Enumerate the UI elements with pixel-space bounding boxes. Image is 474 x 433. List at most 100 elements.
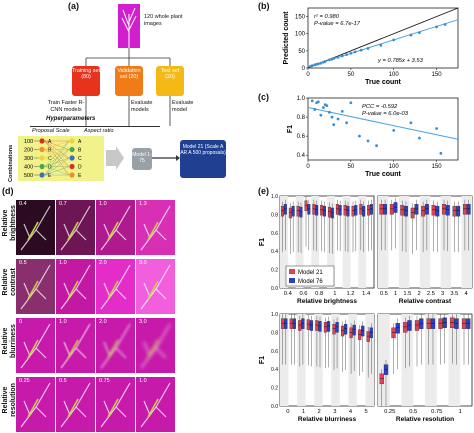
box: [442, 317, 447, 328]
sample-image: 0.5: [56, 377, 95, 432]
proposal-label: 500: [24, 173, 33, 179]
data-point: [340, 54, 344, 58]
data-point: [366, 139, 370, 143]
x-tick-label: 0.4: [284, 291, 293, 297]
fit-line: [307, 107, 459, 140]
data-point: [332, 57, 336, 60]
scale-letter: C: [48, 156, 52, 162]
data-point: [392, 129, 396, 132]
x-tick-label: 0: [306, 72, 310, 78]
box: [454, 318, 459, 329]
box: [389, 204, 394, 215]
image-grid-d: Relative brightness 0.4 0.7 1.0 1.3 Relative …: [0, 196, 252, 433]
x-tick-label: 100: [389, 164, 400, 170]
data-point: [322, 106, 325, 109]
x-axis-label: True count: [365, 79, 401, 86]
box: [315, 205, 319, 216]
aspect-letter: E: [78, 173, 82, 179]
annotation: P-value = 6.7e-17: [314, 21, 361, 27]
x-tick-label: 1: [333, 291, 336, 297]
band: [398, 196, 410, 288]
box: [351, 205, 355, 217]
band: [280, 196, 288, 288]
aspect-node: [69, 146, 75, 153]
annotation: P-value = 6.0e-03: [362, 111, 409, 117]
panel-label-c: (c): [258, 92, 269, 102]
box: [361, 325, 365, 337]
scale-node: [39, 146, 45, 153]
connector: [44, 140, 70, 176]
sample-image: 2.0: [96, 318, 135, 373]
box: [330, 207, 334, 219]
image-value-label: 3.0: [139, 319, 147, 325]
box: [462, 204, 467, 215]
proposal-label: 300: [24, 156, 33, 162]
box: [288, 207, 292, 219]
box: [407, 320, 412, 331]
y-tick-label: 100: [295, 32, 306, 38]
band: [419, 196, 431, 288]
y-tick-label: 0.2: [271, 268, 278, 274]
band: [461, 196, 472, 288]
panel-label-a: (a): [68, 1, 79, 11]
image-value-label: 0.25: [19, 378, 30, 384]
box: [304, 200, 308, 211]
training-set-box: Training set (80): [72, 66, 100, 96]
x-tick-label: 0.6: [299, 291, 307, 297]
box: [281, 205, 284, 217]
y-tick-label: 0.8: [271, 212, 278, 218]
box: [421, 205, 426, 217]
connector: [44, 149, 70, 176]
combinations-label: Combinations: [8, 144, 14, 182]
band: [425, 314, 437, 406]
band: [448, 314, 461, 406]
images-text: 120 whole plant images: [144, 14, 183, 27]
box: [466, 318, 471, 329]
box: [403, 322, 408, 333]
combinations-box: 100 A A 200 B B 300 C C 400 D D 500 E E: [18, 136, 104, 181]
box: [328, 206, 331, 218]
y-tick-label: 0.6: [271, 231, 278, 237]
final-model-box: Model 21 (Scale A AR A 500 proposals): [180, 140, 226, 178]
aspect-letter: D: [78, 165, 82, 171]
box: [391, 327, 396, 339]
box: [320, 205, 324, 216]
box: [359, 204, 363, 215]
y-tick-label: 0.8: [271, 330, 278, 336]
data-point: [353, 50, 357, 54]
y-axis-label: F1: [259, 238, 266, 246]
scale-node: [39, 163, 45, 170]
sample-image: 1.0: [96, 200, 135, 255]
scale-node: [39, 172, 45, 178]
panel-label-e: (e): [258, 186, 269, 196]
data-point: [336, 55, 340, 59]
y-tick-label: 0.2: [271, 386, 278, 392]
annotation: PCC = -0.592: [362, 104, 398, 110]
data-point: [435, 25, 438, 29]
data-point: [325, 104, 329, 108]
box: [340, 325, 345, 337]
box: [284, 318, 288, 329]
x-tick-label: 2: [418, 291, 421, 297]
band: [342, 196, 351, 288]
box: [383, 204, 388, 215]
x-tick-label: 1: [302, 409, 305, 415]
y-tick-label: 1.0: [271, 312, 278, 318]
data-point: [409, 33, 413, 37]
y-tick-label: 0.0: [271, 404, 278, 410]
data-point: [330, 115, 334, 119]
train-label: Train Faster R-CNN models: [47, 100, 85, 113]
x-tick-label: 150: [432, 164, 443, 170]
aspect-letter: B: [78, 148, 82, 154]
band: [314, 314, 323, 406]
sample-image: 0.5: [16, 259, 55, 314]
data-point: [349, 51, 353, 55]
legend-label-76: Model 76: [298, 279, 323, 285]
box: [318, 321, 322, 332]
box: [323, 205, 326, 217]
data-point: [310, 99, 314, 103]
box: [431, 205, 436, 216]
row-label: Relative brightness: [2, 205, 17, 241]
legend-swatch-21: [289, 269, 295, 274]
image-value-label: 0.4: [19, 201, 27, 207]
